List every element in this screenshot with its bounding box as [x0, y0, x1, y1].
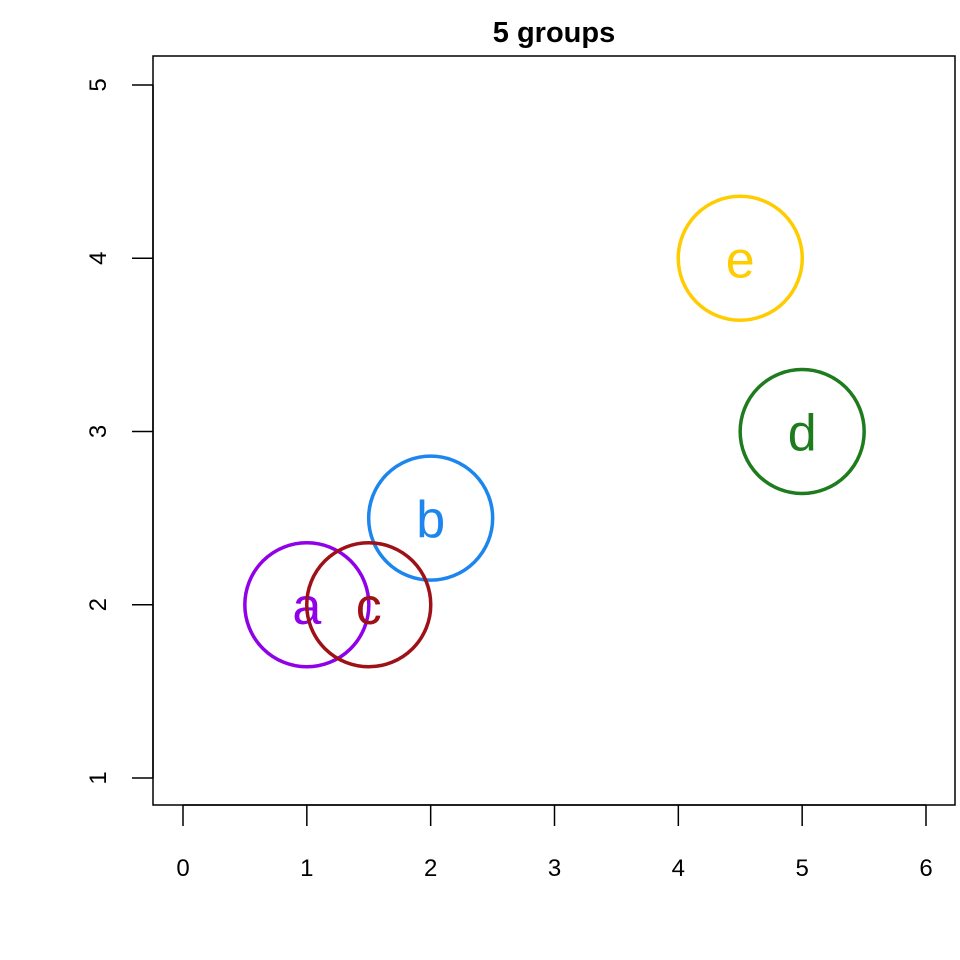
x-tick-label: 6 [919, 855, 932, 882]
point-circle [738, 367, 866, 496]
point-label: e [726, 231, 755, 289]
point-group-d: d [738, 367, 866, 496]
point-circle [366, 454, 495, 582]
point-group-b: b [366, 454, 495, 582]
y-tick-label: 4 [85, 252, 112, 265]
x-tick-label: 2 [424, 855, 437, 882]
y-tick-label: 1 [85, 771, 112, 784]
x-tick-label: 5 [795, 855, 808, 882]
point-label: c [356, 578, 382, 636]
x-tick-label: 3 [548, 855, 561, 882]
point-circle [243, 541, 371, 669]
x-axis: 0 1 2 3 4 5 6 [176, 804, 933, 882]
y-tick-label: 5 [85, 78, 112, 91]
plot-frame [152, 55, 956, 806]
point-circle [676, 194, 804, 322]
y-axis: 1 2 3 4 5 [85, 78, 154, 785]
x-tick-label: 0 [176, 855, 189, 882]
x-tick-label: 1 [300, 855, 313, 882]
point-label: b [416, 491, 445, 549]
point-label: d [788, 405, 817, 463]
chart-title: 5 groups [493, 17, 615, 49]
x-tick-label: 4 [672, 855, 685, 882]
point-group-c: c [305, 541, 433, 669]
point-group-e: e [676, 194, 804, 322]
y-tick-label: 2 [85, 598, 112, 611]
y-tick-label: 3 [85, 425, 112, 438]
point-circle [305, 541, 433, 669]
